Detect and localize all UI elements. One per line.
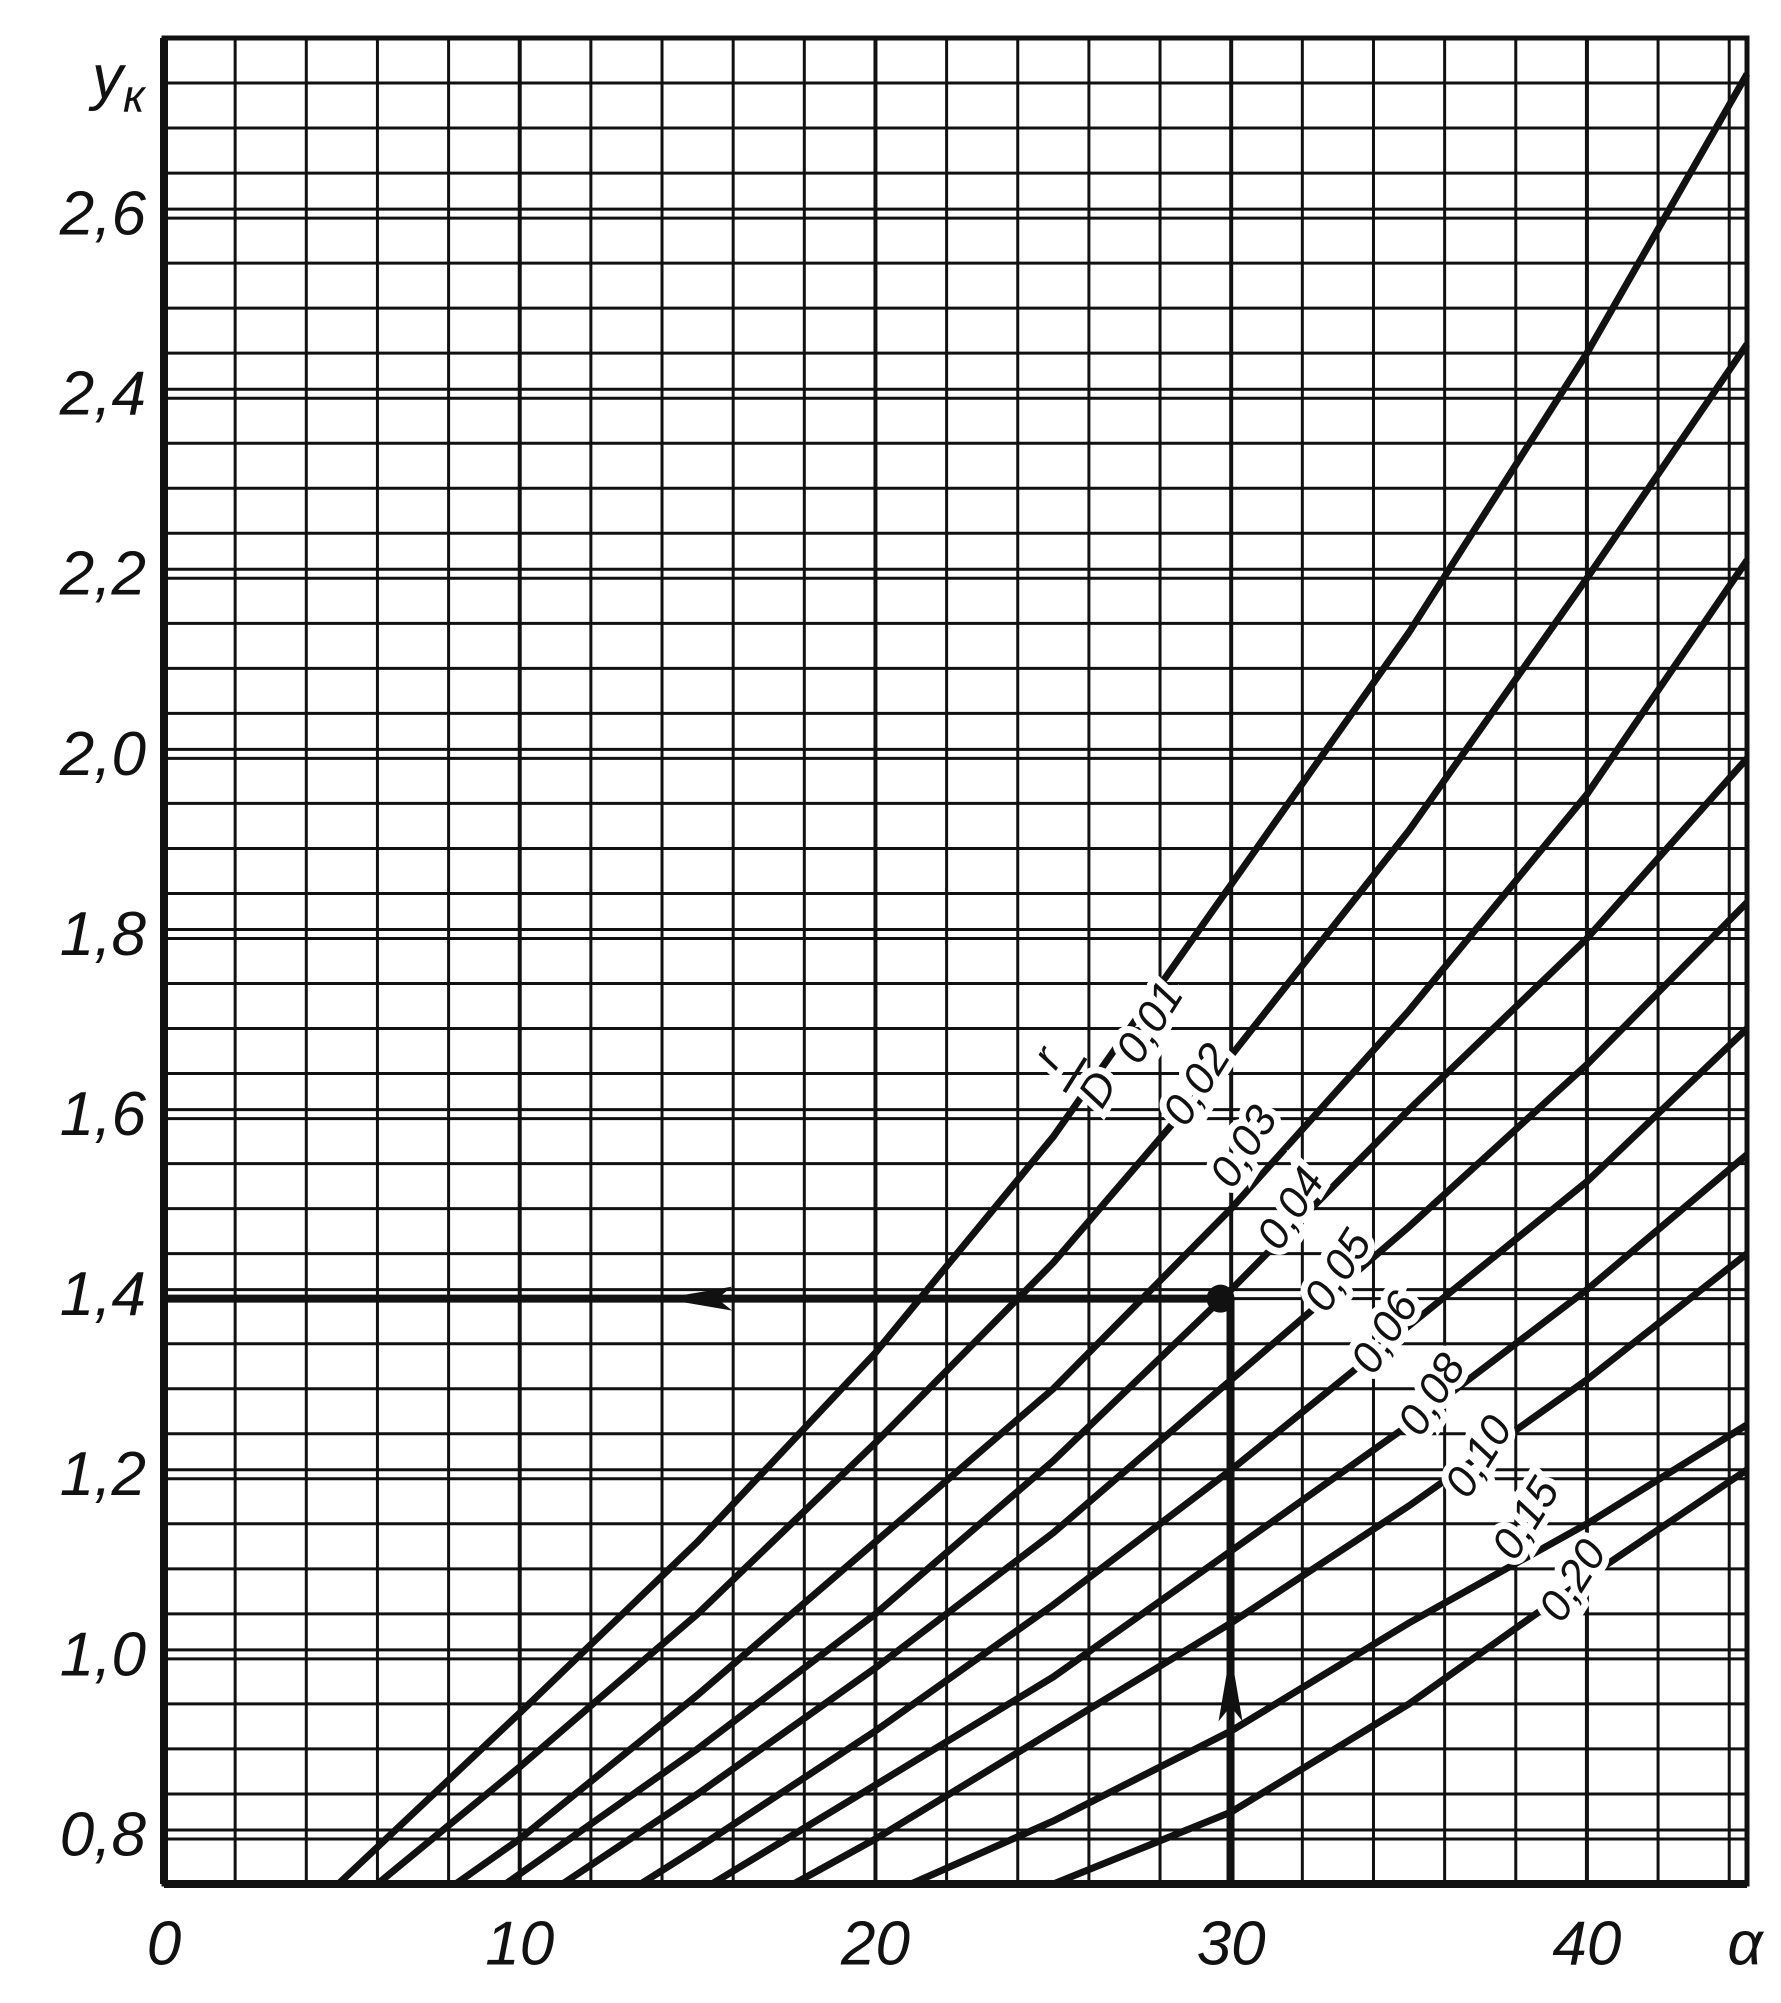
y-tick-label: 1,4 [60,1260,146,1329]
curve-label: 0,03 [1200,1097,1287,1196]
curve [453,558,1750,1887]
x-tick-label: 40 [1552,1909,1621,1978]
curves [164,72,1751,1888]
curve [503,756,1750,1887]
y-tick-label: 2,4 [59,360,146,429]
curve-label: 0,01 [1106,973,1193,1072]
fraction-bar [1062,1056,1088,1094]
x-tick-label: 20 [840,1909,910,1978]
curve [1052,1466,1749,1888]
curve-label: 0,15 [1482,1469,1569,1568]
x-axis-label: α [1727,1909,1764,1978]
curve-label: 0,10 [1435,1407,1522,1506]
y-tick-label: 1,0 [60,1620,146,1689]
curve [909,1421,1749,1888]
y-tick-label: 2,6 [59,179,147,248]
x-tick-label: 30 [1197,1909,1266,1978]
fraction-numerator: r [1022,1036,1073,1076]
y-axis-label-sub: к [123,70,147,122]
y-tick-label: 1,8 [60,900,147,969]
curve [638,1026,1750,1887]
y-tick-label: 2,2 [59,540,146,609]
y-tick-label: 1,6 [60,1080,147,1149]
y-tick-label: 0,8 [60,1800,147,1869]
curve [335,72,1751,1887]
guide-arrow [1218,1651,1243,1722]
y-axis-label-main: y [88,43,127,112]
y-tick-label: 1,2 [60,1440,146,1509]
y-tick-label: 2,0 [59,720,146,789]
guide-arrow [662,1286,733,1311]
x-tick-label: 10 [485,1909,554,1978]
example-point [1206,1284,1235,1313]
labels: 0,8 1,0 1,2 1,4 1,6 1,8 2,0 2,2 2,4 2,6 0 10 20 30 40 0… [59,179,1624,1978]
curve-label: 0,05 [1294,1221,1381,1320]
curve [375,342,1750,1887]
y-axis-label: yк [88,43,147,122]
x-tick-label: 0 [147,1909,181,1978]
curve [560,900,1750,1887]
